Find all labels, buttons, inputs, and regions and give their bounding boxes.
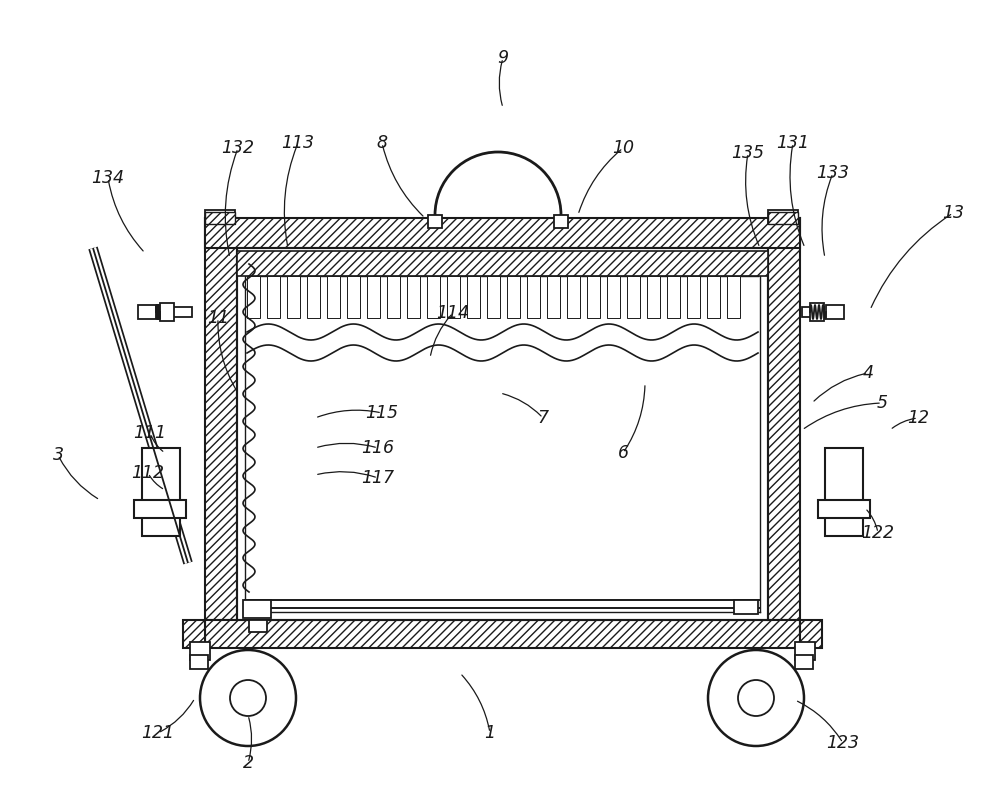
- Text: 12: 12: [907, 409, 929, 427]
- Text: 2: 2: [242, 754, 254, 772]
- Text: 133: 133: [816, 164, 850, 182]
- Bar: [507, 276, 520, 318]
- Text: 7: 7: [538, 409, 548, 427]
- Bar: [307, 276, 320, 318]
- Text: 134: 134: [92, 169, 124, 187]
- Text: 13: 13: [942, 204, 964, 222]
- Bar: [547, 276, 560, 318]
- Text: 131: 131: [776, 134, 810, 152]
- Bar: [142, 448, 180, 536]
- Bar: [183, 620, 205, 648]
- Text: 1: 1: [484, 724, 496, 742]
- Bar: [800, 620, 822, 648]
- Bar: [267, 276, 280, 318]
- Bar: [795, 642, 815, 660]
- Bar: [768, 218, 800, 620]
- Text: 11: 11: [207, 309, 229, 327]
- Circle shape: [738, 680, 774, 716]
- Bar: [190, 655, 208, 669]
- Bar: [810, 303, 824, 321]
- Bar: [554, 215, 568, 228]
- Bar: [428, 215, 442, 228]
- Bar: [327, 276, 340, 318]
- Bar: [768, 212, 798, 224]
- Bar: [205, 210, 235, 224]
- Text: 111: 111: [134, 424, 166, 442]
- Bar: [138, 305, 156, 319]
- Bar: [205, 218, 237, 620]
- Text: 122: 122: [862, 524, 895, 542]
- Text: 4: 4: [862, 364, 874, 382]
- Text: 8: 8: [376, 134, 388, 152]
- Bar: [527, 276, 540, 318]
- Text: 132: 132: [222, 139, 254, 157]
- Bar: [160, 303, 174, 321]
- Bar: [183, 620, 205, 648]
- Text: 113: 113: [282, 134, 314, 152]
- Bar: [467, 276, 480, 318]
- Bar: [427, 276, 440, 318]
- Bar: [190, 642, 210, 660]
- Text: 3: 3: [52, 446, 64, 464]
- Bar: [795, 655, 813, 669]
- Bar: [825, 448, 863, 536]
- Bar: [407, 276, 420, 318]
- Bar: [627, 276, 640, 318]
- Bar: [447, 276, 460, 318]
- Bar: [707, 276, 720, 318]
- Bar: [800, 620, 822, 648]
- Bar: [249, 620, 267, 632]
- Bar: [205, 218, 800, 248]
- Text: 123: 123: [826, 734, 860, 752]
- Bar: [647, 276, 660, 318]
- Bar: [768, 210, 798, 224]
- Bar: [768, 218, 800, 620]
- Circle shape: [200, 650, 296, 746]
- Bar: [205, 218, 800, 248]
- Bar: [205, 620, 800, 648]
- Bar: [347, 276, 360, 318]
- Bar: [667, 276, 680, 318]
- Text: 9: 9: [498, 49, 509, 67]
- Bar: [205, 218, 237, 620]
- Bar: [487, 276, 500, 318]
- Text: 116: 116: [362, 439, 394, 457]
- Bar: [567, 276, 580, 318]
- Bar: [826, 305, 844, 319]
- Bar: [734, 600, 758, 614]
- Text: 114: 114: [436, 304, 470, 322]
- Text: 10: 10: [612, 139, 634, 157]
- Text: 112: 112: [132, 464, 164, 482]
- Bar: [170, 307, 192, 317]
- Bar: [607, 276, 620, 318]
- Bar: [237, 251, 768, 276]
- Bar: [768, 212, 798, 224]
- Bar: [205, 212, 235, 224]
- Bar: [205, 212, 235, 224]
- Text: 115: 115: [366, 404, 398, 422]
- Bar: [287, 276, 300, 318]
- Bar: [802, 307, 824, 317]
- Bar: [205, 620, 800, 648]
- Text: 5: 5: [876, 394, 888, 412]
- Bar: [387, 276, 400, 318]
- Text: 121: 121: [142, 724, 175, 742]
- Bar: [134, 500, 186, 518]
- Bar: [687, 276, 700, 318]
- Bar: [367, 276, 380, 318]
- Bar: [243, 600, 271, 618]
- Bar: [247, 276, 260, 318]
- Text: 117: 117: [362, 469, 394, 487]
- Bar: [818, 500, 870, 518]
- Circle shape: [708, 650, 804, 746]
- Bar: [587, 276, 600, 318]
- Text: 135: 135: [732, 144, 765, 162]
- Bar: [727, 276, 740, 318]
- Circle shape: [230, 680, 266, 716]
- Text: 6: 6: [618, 444, 629, 462]
- Bar: [237, 251, 768, 276]
